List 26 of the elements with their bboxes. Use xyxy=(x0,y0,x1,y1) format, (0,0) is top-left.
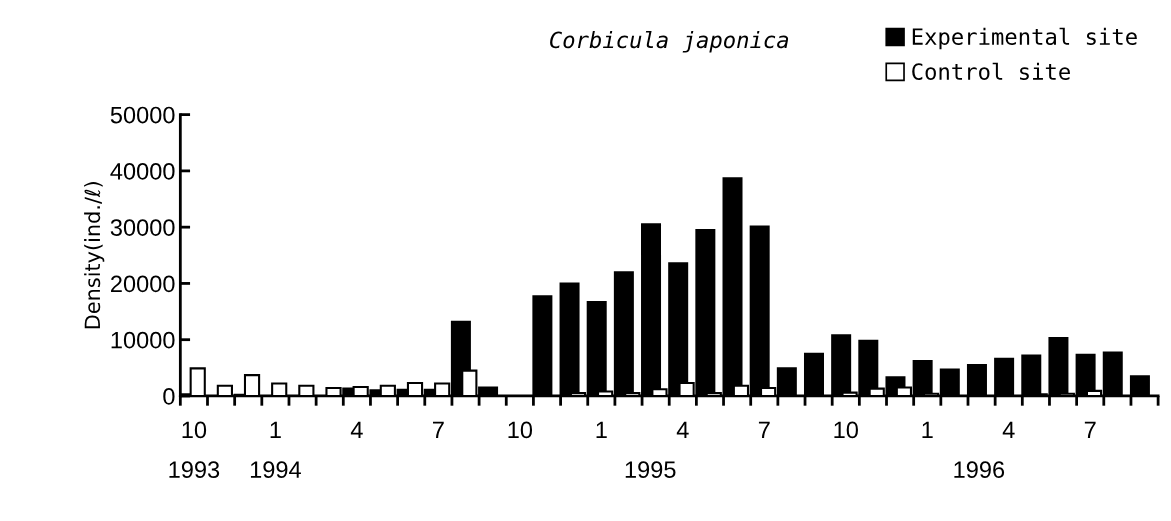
y-tick-label: 10000 xyxy=(111,331,175,349)
chart-title: Corbicula japonica xyxy=(550,30,789,53)
y-tick-label: 30000 xyxy=(110,219,175,236)
x-tick-label: 7 xyxy=(758,421,770,439)
x-tick-label: 7 xyxy=(1084,421,1096,439)
text: 1995 xyxy=(625,461,676,479)
x-tick-label: 4 xyxy=(1002,421,1015,439)
x-tick-label: 4 xyxy=(676,421,689,439)
x-tick-label: 10 xyxy=(182,421,207,439)
x-tick-label: 7 xyxy=(433,421,444,439)
text: 1994 xyxy=(250,461,301,479)
y-tick-label: 40000 xyxy=(110,162,175,180)
x-tick-label: 4 xyxy=(350,421,363,439)
x-tick-label: 1 xyxy=(270,421,281,439)
legend-label: Experimental site xyxy=(912,27,1137,50)
y-tick-label: 50000 xyxy=(110,106,175,124)
legend-label: Control site xyxy=(912,62,1070,80)
y-tick-label: 0 xyxy=(163,388,175,405)
text: 1993 xyxy=(169,461,220,479)
text: 1996 xyxy=(954,461,1005,479)
y-tick-label: 20000 xyxy=(111,275,175,293)
y-axis-title: Density(ind./ℓ) xyxy=(84,182,105,329)
x-tick-label: 1 xyxy=(922,421,933,439)
x-tick-label: 1 xyxy=(596,421,607,439)
x-tick-label: 10 xyxy=(834,421,858,439)
x-tick-label: 10 xyxy=(508,421,533,439)
